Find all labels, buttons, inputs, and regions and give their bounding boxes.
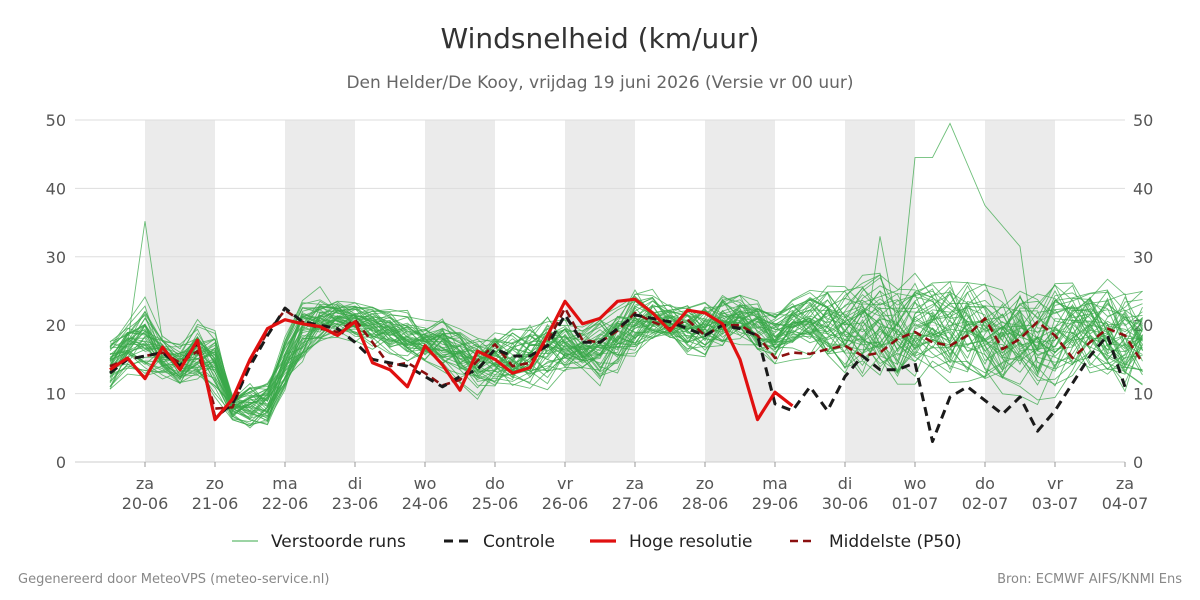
- x-tick-date: 28-06: [682, 494, 729, 513]
- x-tick-day: wo: [414, 474, 437, 493]
- x-tick-date: 27-06: [612, 494, 659, 513]
- legend-label-hires: Hoge resolutie: [629, 532, 753, 552]
- footer-source: Bron: ECMWF AIFS/KNMI Ens: [997, 572, 1182, 587]
- weekend-band: [285, 120, 355, 462]
- x-tick-date: 03-07: [1032, 494, 1079, 513]
- ensemble-run: [109, 290, 1143, 416]
- y-tick-label-right: 40: [1133, 179, 1153, 198]
- x-tick-date: 01-07: [892, 494, 939, 513]
- x-tick-day: za: [136, 474, 154, 493]
- y-tick-label-right: 10: [1133, 385, 1153, 404]
- weekend-band: [145, 120, 215, 462]
- x-tick-date: 20-06: [122, 494, 169, 513]
- y-tick-label-left: 30: [46, 248, 66, 267]
- y-tick-label-right: 30: [1133, 248, 1153, 267]
- x-tick-day: vr: [1047, 474, 1063, 493]
- x-tick-day: do: [485, 474, 505, 493]
- legend-label-control: Controle: [483, 532, 555, 552]
- x-tick-day: za: [1116, 474, 1134, 493]
- x-tick-day: ma: [762, 474, 787, 493]
- weekend-band: [565, 120, 635, 462]
- x-tick-date: 23-06: [332, 494, 379, 513]
- x-tick-date: 26-06: [542, 494, 589, 513]
- weekend-band: [425, 120, 495, 462]
- ensemble-run: [109, 296, 1143, 404]
- y-tick-label-right: 0: [1133, 453, 1143, 472]
- x-tick-date: 21-06: [192, 494, 239, 513]
- x-tick-day: vr: [557, 474, 573, 493]
- hires-line: [109, 297, 794, 422]
- ensemble-run: [109, 277, 1143, 419]
- ensemble-run: [109, 299, 1143, 413]
- ensemble-runs: [109, 122, 1143, 429]
- y-tick-label-left: 40: [46, 179, 66, 198]
- x-tick-date: 04-07: [1102, 494, 1149, 513]
- x-tick-day: di: [838, 474, 853, 493]
- y-tick-label-left: 50: [46, 111, 66, 130]
- y-tick-label-left: 0: [56, 453, 66, 472]
- x-tick-day: ma: [272, 474, 297, 493]
- legend: Verstoorde runs Controle Hoge resolutie Mid…: [232, 532, 962, 552]
- footer-generator: Gegenereerd door MeteoVPS (meteo-service…: [18, 572, 330, 587]
- ensemble-run: [109, 284, 1143, 427]
- ensemble-run: [109, 288, 1143, 417]
- control-line: [109, 306, 1127, 443]
- chart-subtitle: Den Helder/De Kooy, vrijdag 19 juni 2026…: [346, 73, 854, 93]
- x-tick-date: 25-06: [472, 494, 519, 513]
- x-tick-day: zo: [206, 474, 224, 493]
- y-tick-label-right: 50: [1133, 111, 1153, 130]
- x-tick-day: zo: [696, 474, 714, 493]
- x-tick-day: za: [626, 474, 644, 493]
- x-tick-date: 02-07: [962, 494, 1009, 513]
- x-tick-day: do: [975, 474, 995, 493]
- x-tick-date: 24-06: [402, 494, 449, 513]
- weekend-band: [705, 120, 775, 462]
- ensemble-run: [109, 284, 1143, 417]
- x-tick-date: 22-06: [262, 494, 309, 513]
- x-tick-day: di: [348, 474, 363, 493]
- legend-label-ensemble: Verstoorde runs: [271, 532, 406, 552]
- ensemble-run: [109, 293, 1143, 399]
- legend-label-median: Middelste (P50): [829, 532, 962, 552]
- x-tick-date: 29-06: [752, 494, 799, 513]
- x-tick-day: wo: [904, 474, 927, 493]
- y-tick-label-left: 20: [46, 316, 66, 335]
- chart-title: Windsnelheid (km/uur): [440, 22, 760, 55]
- y-tick-label-left: 10: [46, 385, 66, 404]
- x-tick-date: 30-06: [822, 494, 869, 513]
